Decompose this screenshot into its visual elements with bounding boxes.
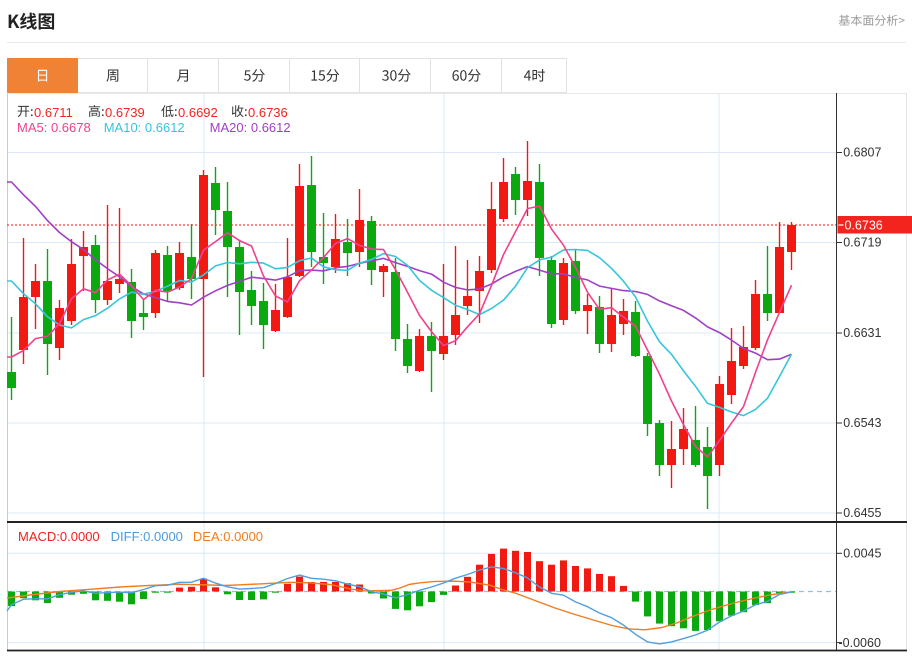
svg-text:0.6736: 0.6736	[845, 219, 883, 233]
svg-text:0.6719: 0.6719	[843, 236, 881, 250]
svg-text:0.0045: 0.0045	[843, 547, 881, 561]
svg-text:-0.0060: -0.0060	[839, 636, 881, 650]
svg-text:0.6543: 0.6543	[843, 416, 881, 430]
svg-text:0.6807: 0.6807	[843, 146, 881, 160]
svg-text:0.6455: 0.6455	[843, 506, 881, 520]
svg-text:0.6631: 0.6631	[843, 326, 881, 340]
